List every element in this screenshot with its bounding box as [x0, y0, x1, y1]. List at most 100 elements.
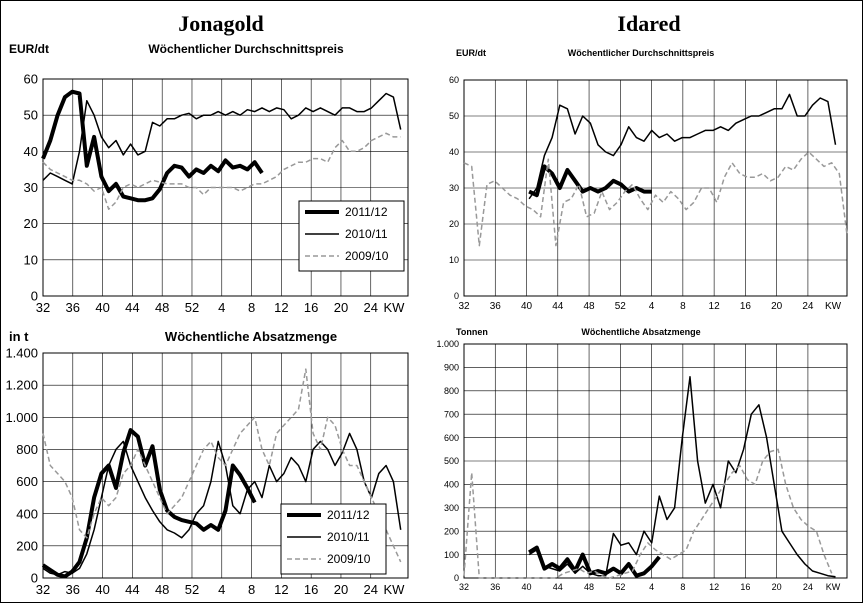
y-tick-label: 200: [16, 538, 38, 553]
x-tick-label: 24: [364, 300, 378, 315]
x-tick-label: 44: [125, 300, 139, 315]
x-tick-label: 20: [771, 301, 783, 312]
y-tick-label: 1.000: [436, 339, 459, 349]
x-tick-label: 8: [680, 582, 685, 592]
x-tick-label: 12: [709, 301, 721, 312]
y-tick-label: 300: [444, 503, 459, 513]
legend-label: 2011/12: [327, 508, 370, 522]
y-tick-label: 200: [444, 526, 459, 536]
y-tick-label: 500: [444, 456, 459, 466]
y-tick-label: 1.000: [5, 410, 38, 425]
chart-title: Wöchentliche Absatzmenge: [165, 329, 337, 344]
y-tick-label: 20: [24, 216, 38, 231]
y-tick-label: 30: [449, 183, 459, 193]
legend-label: 2009/10: [345, 249, 389, 263]
x-tick-label: 40: [521, 301, 533, 312]
x-tick-label: 24: [803, 582, 813, 592]
y-axis-label: EUR/dt: [9, 42, 49, 56]
x-tick-label: 4: [649, 301, 655, 312]
x-tick-label: 4: [218, 582, 225, 597]
y-tick-label: 100: [444, 550, 459, 560]
x-tick-label: 32: [36, 582, 50, 597]
chart-title: Wöchentlicher Durchschnittspreis: [568, 48, 715, 58]
x-tick-label: 48: [583, 301, 595, 312]
x-tick-label: 20: [334, 300, 348, 315]
y-tick-label: 40: [24, 144, 38, 159]
x-tick-label: KW: [826, 582, 841, 592]
y-axis-label: EUR/dt: [456, 48, 486, 58]
x-tick-label: 32: [36, 300, 50, 315]
x-tick-label: 8: [680, 301, 686, 312]
y-tick-label: 800: [444, 386, 459, 396]
x-tick-label: 52: [185, 300, 199, 315]
x-tick-label: 16: [304, 582, 318, 597]
legend: 2011/12 2010/11 2009/10: [299, 201, 404, 271]
x-tick-label: 16: [304, 300, 318, 315]
y-tick-label: 20: [449, 219, 459, 229]
x-tick-label: KW: [384, 300, 406, 315]
x-tick-label: 8: [248, 300, 255, 315]
x-tick-label: 40: [522, 582, 532, 592]
y-tick-label: 0: [454, 291, 459, 301]
legend: 2011/12 2010/11 2009/10: [281, 504, 386, 574]
x-tick-label: 8: [248, 582, 255, 597]
x-tick-label: 44: [553, 582, 563, 592]
x-tick-label: 4: [218, 300, 225, 315]
y-tick-label: 800: [16, 442, 38, 457]
x-tick-label: 24: [802, 301, 814, 312]
x-tick-label: KW: [825, 301, 842, 312]
y-tick-label: 400: [16, 506, 38, 521]
y-tick-label: 40: [449, 147, 459, 157]
x-tick-label: 40: [95, 300, 109, 315]
legend-label: 2010/11: [345, 227, 388, 241]
y-tick-label: 50: [449, 111, 459, 121]
y-tick-label: 400: [444, 480, 459, 490]
x-tick-label: 20: [334, 582, 348, 597]
y-tick-label: 50: [24, 108, 38, 123]
x-tick-label: 36: [66, 582, 80, 597]
x-tick-label: 12: [274, 300, 288, 315]
legend-label: 2009/10: [327, 552, 371, 566]
y-tick-label: 600: [444, 433, 459, 443]
y-tick-label: 30: [24, 180, 38, 195]
x-tick-label: 16: [740, 301, 752, 312]
y-tick-label: 600: [16, 474, 38, 489]
x-tick-label: 36: [66, 300, 80, 315]
x-tick-label: 40: [95, 582, 109, 597]
y-tick-label: 700: [444, 409, 459, 419]
y-tick-label: 1.200: [5, 378, 38, 393]
x-tick-label: 4: [649, 582, 654, 592]
legend-label: 2010/11: [327, 530, 370, 544]
y-tick-label: 10: [449, 255, 459, 265]
x-tick-label: 52: [615, 301, 627, 312]
x-tick-label: 32: [458, 301, 470, 312]
x-tick-label: 52: [185, 582, 199, 597]
legend-label: 2011/12: [345, 205, 388, 219]
x-tick-label: 44: [125, 582, 139, 597]
y-tick-label: 10: [24, 252, 38, 267]
x-tick-label: 48: [155, 300, 169, 315]
x-tick-label: 48: [155, 582, 169, 597]
x-tick-label: 20: [772, 582, 782, 592]
x-tick-label: 12: [709, 582, 719, 592]
x-tick-label: 52: [615, 582, 625, 592]
x-tick-label: KW: [384, 582, 406, 597]
x-tick-label: 24: [364, 582, 378, 597]
y-tick-label: 900: [444, 363, 459, 373]
left-column-title: Jonagold: [178, 11, 264, 36]
y-axis-label: Tonnen: [456, 327, 488, 337]
chart-panel-4: 0 100 200 300 400 500 600 700 800 900 1.000 32 36 40 4…: [436, 327, 847, 592]
x-tick-label: 12: [274, 582, 288, 597]
x-tick-label: 36: [490, 301, 502, 312]
x-tick-label: 44: [552, 301, 564, 312]
y-axis-label: in t: [9, 329, 29, 344]
x-tick-label: 16: [740, 582, 750, 592]
right-column-title: Idared: [617, 11, 680, 36]
x-tick-label: 32: [459, 582, 469, 592]
y-tick-label: 1.400: [5, 346, 38, 361]
